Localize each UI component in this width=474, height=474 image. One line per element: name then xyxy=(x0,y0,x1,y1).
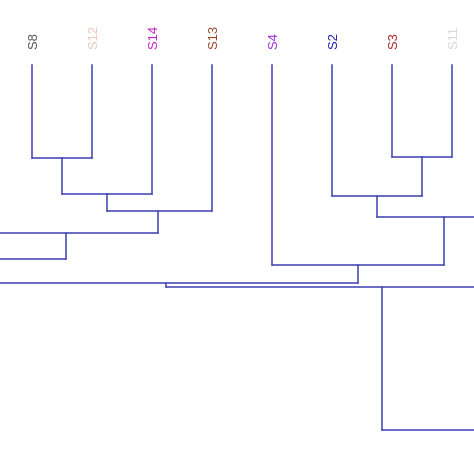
leaf-label-s4: S4 xyxy=(265,34,280,50)
leaf-label-s12: S12 xyxy=(85,27,100,50)
leaf-label-s8: S8 xyxy=(25,34,40,50)
leaf-label-s13: S13 xyxy=(205,27,220,50)
leaf-label-s3: S3 xyxy=(385,34,400,50)
leaf-label-s11: S11 xyxy=(445,28,460,50)
branch-lines xyxy=(0,64,474,431)
leaf-labels: S8 S12 S14 S13 S4 S2 S3 S11 xyxy=(25,27,460,50)
leaf-label-s14: S14 xyxy=(145,27,160,50)
leaf-label-s2: S2 xyxy=(325,34,340,50)
